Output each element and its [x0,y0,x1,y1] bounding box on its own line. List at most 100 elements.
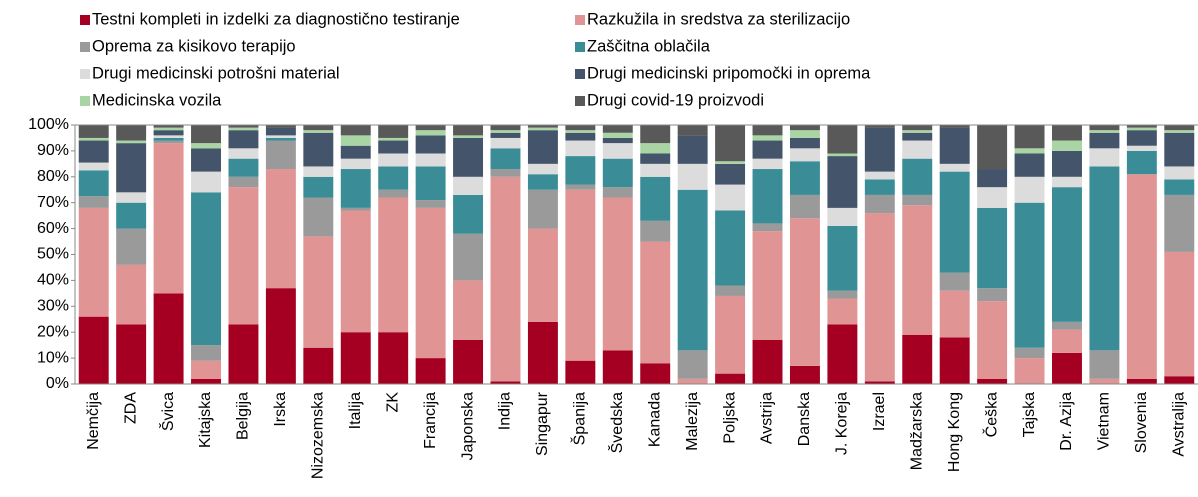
bar-segment [939,127,970,164]
bar-segment [1052,187,1082,322]
bar-segment [228,130,259,149]
bar-segment [153,135,184,138]
bar-segment [752,169,783,224]
bar-segment [565,184,596,190]
bar-segment [378,140,409,154]
bar-segment [78,137,109,141]
bar-segment [677,350,708,379]
bar-segment [977,207,1008,289]
bar-segment [977,288,1008,302]
bar-segment [415,153,446,167]
bar-segment [1164,194,1195,252]
y-tick-label: 40% [37,272,69,289]
bar-segment [453,125,484,136]
legend-label: Medicinska vozila [92,91,222,109]
bar-segment [303,197,334,237]
bar-segment [939,337,970,384]
legend-swatch [80,42,90,52]
bar-segment [1126,145,1157,151]
x-tick-label: J. Koreja [834,392,851,455]
bar-segment [1126,150,1157,175]
bar-segment [864,125,895,128]
bar-segment [490,148,521,170]
bar-segment [902,158,933,195]
bar-segment [640,220,671,242]
x-tick-label: Izrael [871,392,888,431]
x-tick-label: Dr. Azija [1058,392,1075,451]
bar-segment [453,176,484,195]
legend-swatch [80,15,90,25]
y-tick-label: 60% [37,220,69,237]
x-tick-label: ZK [384,392,401,413]
legend-label: Drugi medicinski pripomočki in oprema [587,64,871,82]
bar-segment [340,125,371,136]
bar-segment [565,156,596,185]
bar-segment [415,130,446,136]
bar-segment [1089,378,1120,384]
bar-segment [902,334,933,384]
bar-segment [191,192,221,346]
bar-segment [1126,127,1157,131]
bar-segment [1164,166,1195,180]
bar-segment [565,140,596,157]
bar-segment [789,130,820,138]
bar-segment [116,264,147,325]
bar-segment [490,130,521,133]
bar-segment [1014,148,1045,154]
bar-segment [116,202,147,229]
bar-segment [640,176,671,221]
x-tick-label: Belgija [235,392,252,440]
y-tick-label: 90% [37,142,69,159]
bar-segment [116,143,147,193]
bar-segment [1089,166,1120,351]
bar-segment [527,125,558,128]
bar-segment [1014,125,1045,149]
bar-segment [415,207,446,359]
bar-segment [228,187,259,325]
bar-segment [303,125,334,131]
bar-segment [303,347,334,384]
bar-segment [1164,125,1195,131]
bar-segment [602,350,633,384]
bar-segment [303,132,334,167]
bar-segment [228,176,259,188]
bar-segment [1014,153,1045,177]
bar-segment [752,231,783,340]
bar-segment [78,162,109,171]
bar-segment [340,158,371,170]
bar-segment [265,135,296,138]
bar-segment [789,161,820,195]
legend-swatch [575,15,585,25]
bar-segment [1164,179,1195,195]
bar-segment [415,135,446,154]
bar-segment [827,290,858,299]
x-tick-label: Vietnam [1096,392,1113,450]
bar-segment [977,378,1008,384]
bar-segment [565,360,596,384]
y-tick-label: 70% [37,194,69,211]
bar-segment [939,290,970,338]
bar-segment [640,143,671,154]
x-tick-label: Tajska [1021,392,1038,437]
legend-swatch [80,96,90,106]
bar-segment [602,143,633,159]
x-tick-label: Singapur [534,391,551,456]
bar-segment [939,125,970,128]
bar-segment [864,127,895,172]
bar-segment [453,233,484,281]
x-tick-label: Španija [570,392,589,445]
bar-segment [191,345,221,361]
bar-segment [78,170,109,197]
bar-segment [864,381,895,384]
bar-segment [977,301,1008,379]
bar-segment [789,365,820,384]
bar-segment [415,125,446,131]
x-tick-label: Japonska [459,392,476,461]
bar-segment [453,194,484,234]
x-tick-label: Poljska [721,392,738,444]
x-tick-label: Avstrija [759,392,776,444]
bar-segment [827,298,858,325]
y-tick-label: 30% [37,298,69,315]
bar-segment [1164,132,1195,167]
